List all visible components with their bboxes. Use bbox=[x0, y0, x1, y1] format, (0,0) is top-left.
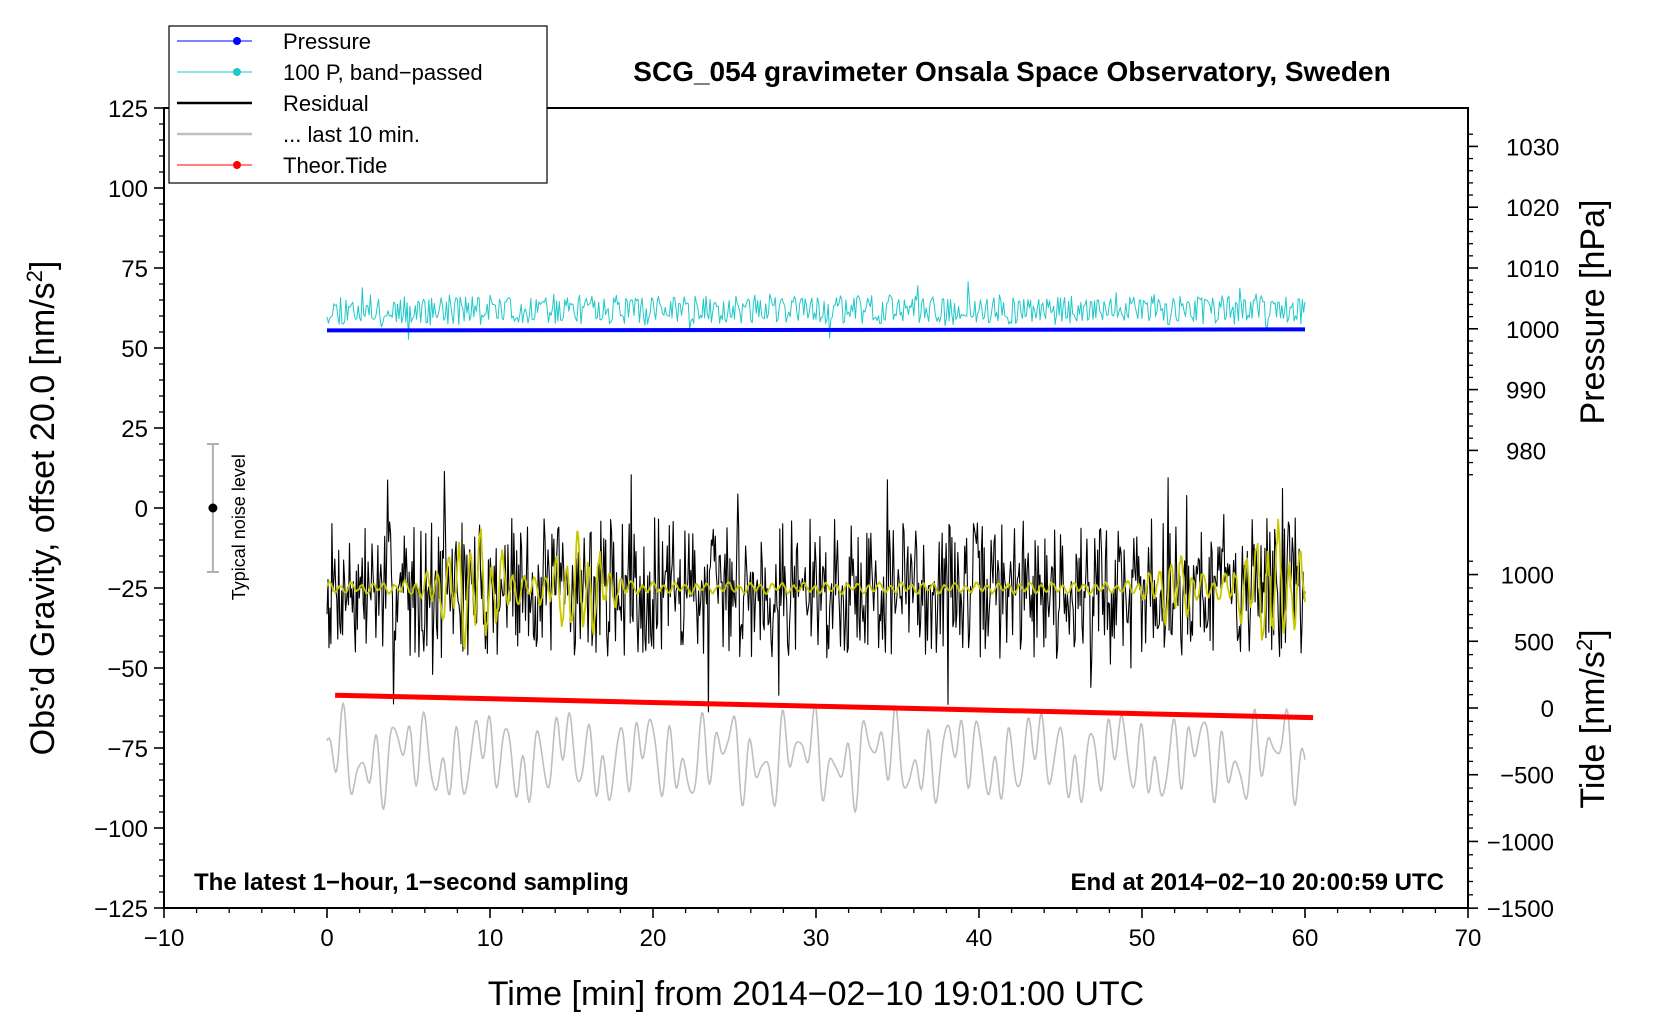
chart-title: SCG_054 gravimeter Onsala Space Observat… bbox=[633, 56, 1390, 87]
pressure-tick-label: 1010 bbox=[1506, 256, 1559, 283]
legend-label-pressure: Pressure bbox=[283, 29, 371, 54]
x-tick-label: 30 bbox=[803, 925, 830, 952]
legend-marker-theor-tide bbox=[233, 161, 241, 169]
legend-label-last-10-min: ... last 10 min. bbox=[283, 122, 420, 147]
x-tick-label: 70 bbox=[1455, 925, 1482, 952]
legend-box bbox=[168, 25, 548, 184]
pressure-tick-label: 990 bbox=[1506, 378, 1546, 405]
y-tick-label: 100 bbox=[108, 176, 148, 203]
pressure-tick-label: 1000 bbox=[1506, 317, 1559, 344]
y-tick-label: 50 bbox=[121, 336, 148, 363]
y-tick-label: −50 bbox=[107, 656, 148, 683]
y-axis-title: Obs’d Gravity, offset 20.0 [nm/s2] bbox=[22, 261, 62, 756]
series-line-100-p-band-passed bbox=[326, 281, 1306, 340]
legend-label-theor-tide: Theor.Tide bbox=[283, 153, 387, 178]
y-tick-label: 125 bbox=[108, 96, 148, 123]
series-line-pressure bbox=[326, 327, 1306, 333]
y-tick-label: −100 bbox=[94, 816, 148, 843]
y-tick-label: 0 bbox=[135, 496, 148, 523]
tide-axis-title-sup: 2 bbox=[1572, 639, 1597, 651]
series-line-residual-smoothed bbox=[326, 518, 1306, 650]
tide-axis-title-end: ] bbox=[1574, 629, 1612, 638]
tide-tick-label: 1000 bbox=[1501, 563, 1554, 590]
tide-tick-label: 500 bbox=[1514, 629, 1554, 656]
series-layer bbox=[326, 281, 1314, 813]
pressure-tick-label: 980 bbox=[1506, 438, 1546, 465]
x-tick-label: 60 bbox=[1292, 925, 1319, 952]
y-tick-label: 25 bbox=[121, 416, 148, 443]
y-tick-label: −25 bbox=[107, 576, 148, 603]
legend-marker-100-p-band-passed bbox=[233, 68, 241, 76]
noise-indicator: Typical noise level bbox=[206, 443, 249, 600]
legend-label-100-p-band-passed: 100 P, band−passed bbox=[283, 60, 483, 85]
tide-axis-title: Tide [nm/s2] bbox=[1572, 629, 1612, 808]
legend-label-residual: Residual bbox=[283, 91, 369, 116]
noise-label: Typical noise level bbox=[229, 454, 249, 600]
pressure-tick-label: 1020 bbox=[1506, 195, 1559, 222]
noise-center-dot bbox=[208, 503, 218, 513]
y-axis-title-main: Obs’d Gravity, offset 20.0 [nm/s bbox=[24, 282, 62, 755]
legend-entries: Pressure 100 P, band−passed Residual ... la… bbox=[177, 29, 483, 178]
tide-tick-label: −500 bbox=[1500, 763, 1554, 790]
tide-tick-label: 0 bbox=[1541, 696, 1554, 723]
ticks-layer: −10 0 10 20 30 40 50 60 701251007550250−25−50−75… bbox=[94, 96, 1559, 952]
y-tick-label: −125 bbox=[94, 896, 148, 923]
annotation-bottom-left: The latest 1−hour, 1−second sampling bbox=[194, 869, 629, 896]
tide-tick-label: −1000 bbox=[1487, 829, 1554, 856]
x-tick-label: 20 bbox=[640, 925, 667, 952]
legend: Pressure 100 P, band−passed Residual ... la… bbox=[168, 25, 548, 184]
legend-marker-pressure bbox=[233, 37, 241, 45]
pressure-axis-title: Pressure [hPa] bbox=[1574, 200, 1612, 425]
y-tick-label: −75 bbox=[107, 736, 148, 763]
x-tick-label: 10 bbox=[477, 925, 504, 952]
x-tick-label: 40 bbox=[966, 925, 993, 952]
tide-axis-title-main: Tide [nm/s bbox=[1574, 651, 1612, 808]
x-tick-label: −10 bbox=[144, 925, 185, 952]
y-tick-label: 75 bbox=[121, 256, 148, 283]
y-axis-title-end: ] bbox=[24, 261, 62, 270]
tide-tick-label: −1500 bbox=[1487, 896, 1554, 923]
x-tick-label: 0 bbox=[320, 925, 333, 952]
pressure-tick-label: 1030 bbox=[1506, 134, 1559, 161]
x-axis-title: Time [min] from 2014−02−10 19:01:00 UTC bbox=[488, 975, 1144, 1013]
series-line-theor-tide bbox=[335, 692, 1314, 721]
x-tick-label: 50 bbox=[1129, 925, 1156, 952]
y-axis-title-sup: 2 bbox=[22, 270, 47, 282]
annotation-bottom-right: End at 2014−02−10 20:00:59 UTC bbox=[1070, 869, 1444, 896]
